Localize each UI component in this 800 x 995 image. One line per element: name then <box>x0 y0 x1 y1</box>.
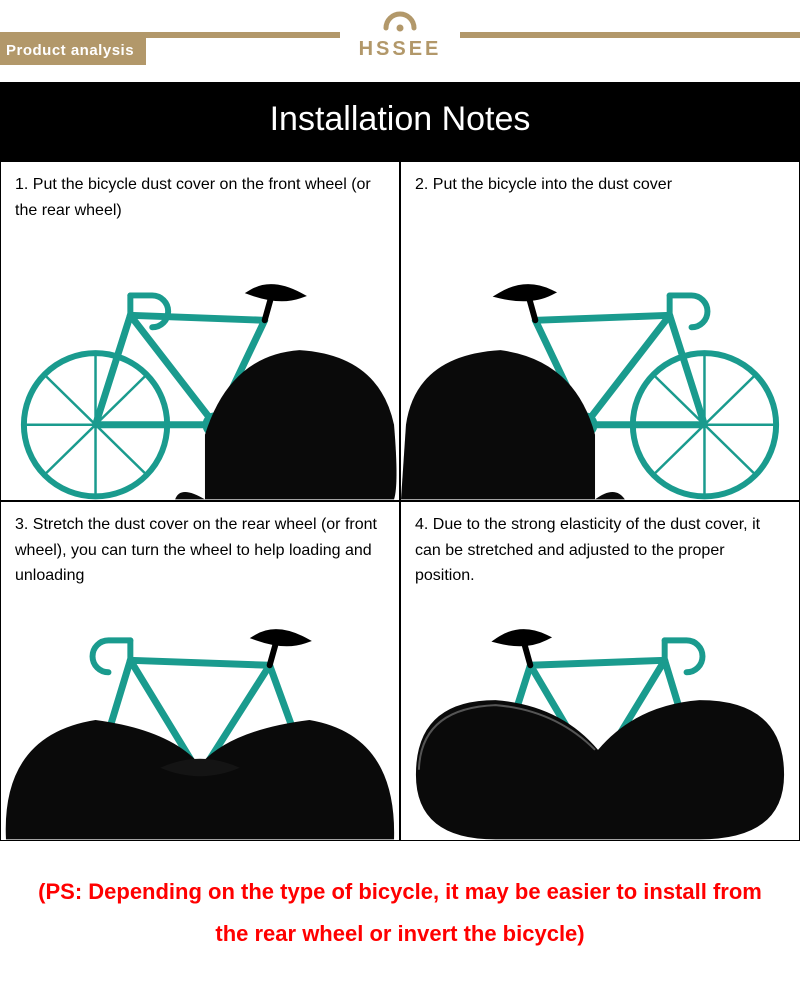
steps-grid: 1. Put the bicycle dust cover on the fro… <box>0 161 800 841</box>
step-cell-4: 4. Due to the strong elasticity of the d… <box>400 501 800 841</box>
brand-logo-icon <box>380 8 420 36</box>
step-caption: 3. Stretch the dust cover on the rear wh… <box>15 512 385 589</box>
section-title: Installation Notes <box>0 82 800 161</box>
step-illustration <box>401 600 799 840</box>
step-cell-2: 2. Put the bicycle into the dust cover <box>400 161 800 501</box>
header-tab: Product analysis <box>0 38 146 65</box>
brand-logo: HSSEE <box>340 0 460 68</box>
step-illustration <box>401 260 799 500</box>
step-caption: 2. Put the bicycle into the dust cover <box>415 172 785 198</box>
step-cell-3: 3. Stretch the dust cover on the rear wh… <box>0 501 400 841</box>
step-illustration <box>1 260 399 500</box>
step-caption: 4. Due to the strong elasticity of the d… <box>415 512 785 589</box>
step-cell-1: 1. Put the bicycle dust cover on the fro… <box>0 161 400 501</box>
header-bar: Product analysis HSSEE <box>0 0 800 68</box>
ps-note: (PS: Depending on the type of bicycle, i… <box>0 841 800 995</box>
step-illustration <box>1 600 399 840</box>
brand-logo-text: HSSEE <box>359 38 442 61</box>
step-caption: 1. Put the bicycle dust cover on the fro… <box>15 172 385 223</box>
